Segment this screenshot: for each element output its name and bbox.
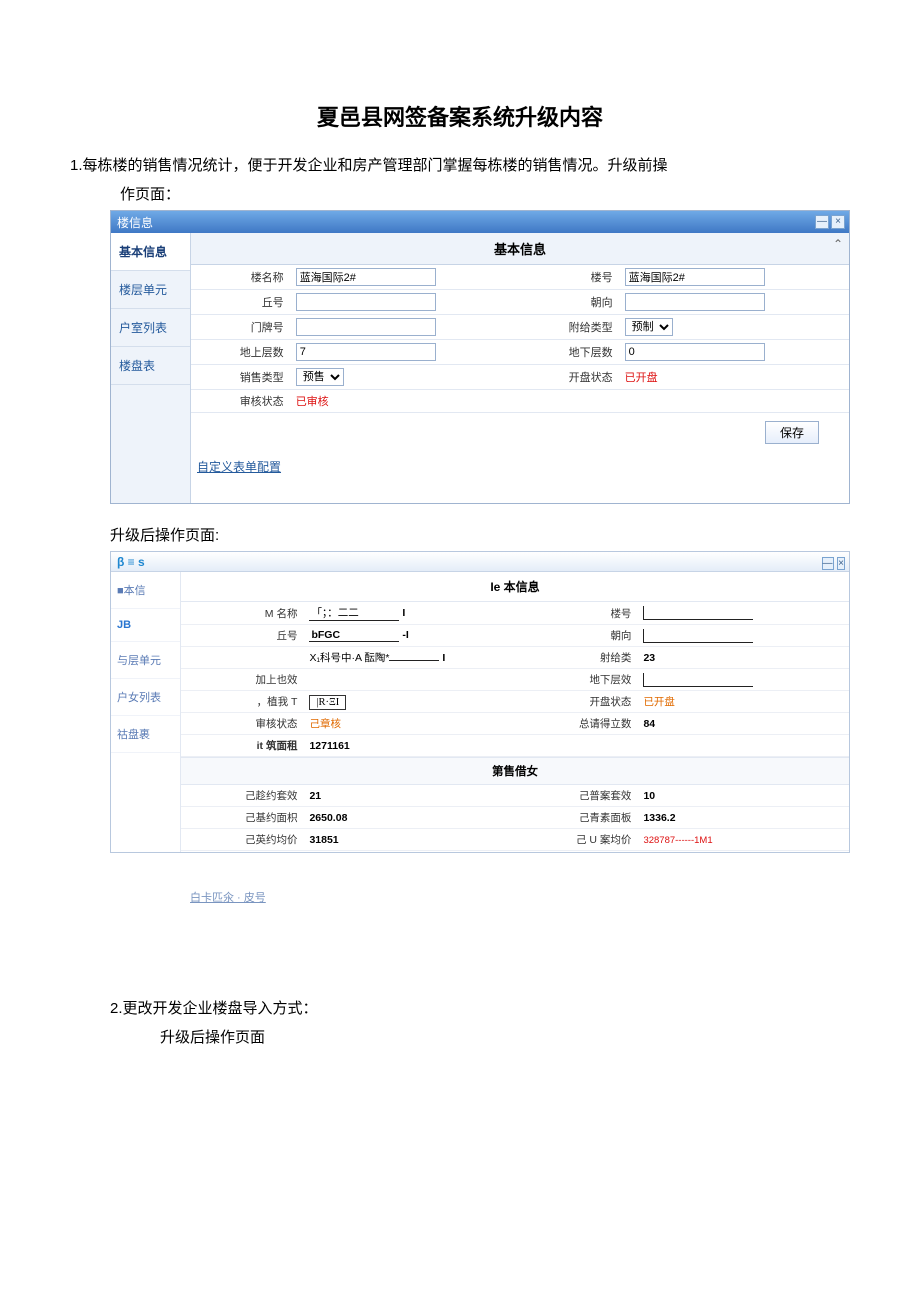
filed-area-label: 己青素面板	[515, 807, 637, 829]
qiu-input[interactable]	[296, 293, 436, 311]
qiu2-label: 丘号	[181, 625, 303, 647]
sales-table: 己趁约套效 21 己普案套效 10 己基约面枳 2650.08 己青素面板 13…	[181, 785, 849, 851]
panel-header: 基本信息	[191, 233, 849, 265]
audit-label: 审核状态	[191, 390, 290, 413]
bldg-name-label: 楼名称	[191, 265, 290, 290]
minimize-icon[interactable]: —	[815, 215, 829, 229]
filed-sets-value: 10	[643, 790, 655, 802]
sidebar-item[interactable]: 与层单元	[111, 642, 180, 679]
doc-title: 夏邑县网签备案系统升级内容	[70, 100, 850, 132]
sidebar-item[interactable]: 楼层单元	[111, 271, 190, 309]
orient-label: 朝向	[520, 290, 619, 315]
open2-label: 开盘状态	[515, 691, 637, 713]
filed-sets-label: 己普案套效	[515, 785, 637, 807]
floors-up-input[interactable]	[296, 343, 436, 361]
section2-num: 2.更改开发企业楼盘导入方式：	[110, 995, 850, 1022]
sidebar-item[interactable]: 楼盘表	[111, 347, 190, 385]
signed-sets-value: 21	[309, 790, 321, 802]
signed-sets-label: 己趁约套效	[181, 785, 303, 807]
custom-form-link[interactable]: 自定义表单配置	[191, 450, 849, 475]
no-value[interactable]	[643, 606, 753, 620]
page-root: 夏邑县网签备案系统升级内容 1.每栋楼的销售情况统计，便于开发企业和房产管理部门…	[0, 0, 920, 1301]
audit2-value: 己章核	[309, 718, 341, 730]
bldg-name-input[interactable]	[296, 268, 436, 286]
signed-avg-value: 31851	[309, 834, 338, 846]
window-before: 楼信息 — × 基本信息楼层单元户室列表楼盘表 ⌃ 基本信息 楼名称 楼号	[110, 210, 850, 504]
area-value: 1271161	[309, 740, 349, 752]
zongqing-value: 84	[643, 718, 655, 730]
floors-dn-label: 地下层数	[520, 340, 619, 365]
minimize-icon[interactable]: —	[822, 557, 834, 570]
content2-pane: Ie 本信息 M 名称 「；：二二 I 楼号 丘号 bFGC -I 朝向	[181, 572, 849, 852]
info-table2: M 名称 「；：二二 I 楼号 丘号 bFGC -I 朝向 X₁科号中·A 酝陶…	[181, 602, 849, 757]
section2-sub: 升级后操作页面	[160, 1026, 850, 1047]
huwo-label: ，植我 T	[181, 691, 303, 713]
no-label: 楼号	[515, 602, 637, 625]
close-icon[interactable]: ×	[837, 557, 845, 570]
filed-area-value: 1336.2	[643, 812, 675, 824]
panel2-header: Ie 本信息	[181, 572, 849, 602]
sidebar-item[interactable]: 祜盘裹	[111, 716, 180, 753]
sales-header: 第售借女	[181, 757, 849, 785]
huwo-value: |R·ΞI	[309, 695, 346, 710]
sidebar-item[interactable]: JB	[111, 609, 180, 642]
subj-text: X₁科号中·A 酝陶*	[309, 652, 389, 664]
window-after: β ≡ s — × ■本信JB与层单元户女列表祜盘裹 Ie 本信息 M 名称 「…	[110, 551, 850, 853]
window-titlebar: 楼信息 — ×	[111, 211, 849, 233]
signed-area-value: 2650.08	[309, 812, 347, 824]
zongqing-label: 总请得立数	[515, 713, 637, 735]
bldg-no-input[interactable]	[625, 268, 765, 286]
sale-type-select[interactable]: 预售	[296, 368, 344, 386]
sidebar-item[interactable]: 户室列表	[111, 309, 190, 347]
sidebar-item[interactable]: ■本信	[111, 572, 180, 609]
sidebar-item[interactable]: 户女列表	[111, 679, 180, 716]
orient2-value[interactable]	[643, 629, 753, 643]
filed-avg-value: 328787------1M1	[643, 835, 712, 846]
window-title: 楼信息	[117, 214, 153, 231]
struct-type-select[interactable]: 预制	[625, 318, 673, 336]
floors-up-label: 地上层数	[191, 340, 290, 365]
window2-brand: β ≡ s	[117, 555, 145, 569]
signed-avg-label: 己英约均价	[181, 829, 303, 851]
shegei-value: 23	[643, 652, 655, 664]
orient2-label: 朝向	[515, 625, 637, 647]
qiu2-value: bFGC	[309, 629, 399, 642]
window2-titlebar: β ≡ s — ×	[111, 552, 849, 572]
form-table: 楼名称 楼号 丘号 朝向 门牌号 附给类型	[191, 265, 849, 413]
content-pane: ⌃ 基本信息 楼名称 楼号 丘号 朝向	[191, 233, 849, 503]
open-state-label: 开盘状态	[520, 365, 619, 390]
name-label: M 名称	[181, 602, 303, 625]
area-label: it 筑面租	[257, 740, 298, 752]
name-value: 「；：二二	[309, 605, 399, 621]
audit2-label: 审核状态	[181, 713, 303, 735]
sidebar-item[interactable]: 基本信息	[111, 233, 190, 271]
floors-dn-input[interactable]	[625, 343, 765, 361]
dixia-value[interactable]	[643, 673, 753, 687]
section1-text: 1.每栋楼的销售情况统计，便于开发企业和房产管理部门掌握每栋楼的销售情况。升级前…	[70, 152, 850, 179]
save-button[interactable]: 保存	[765, 421, 819, 444]
open2-value: 已开盘	[643, 696, 675, 708]
filed-avg-label: 己 U 案均价	[515, 829, 637, 851]
section1-sub: 作页面：	[120, 183, 850, 204]
jia-label: 加上也效	[181, 669, 303, 691]
door-input[interactable]	[296, 318, 436, 336]
footer-link[interactable]: 白卡匹氽 · 皮号	[110, 883, 850, 905]
scroll-up-icon[interactable]: ⌃	[833, 237, 843, 251]
sidebar: 基本信息楼层单元户室列表楼盘表	[111, 233, 191, 503]
orient-input[interactable]	[625, 293, 765, 311]
after-caption: 升级后操作页面:	[110, 524, 850, 545]
signed-area-label: 己基约面枳	[181, 807, 303, 829]
shegei-label: 射给类	[515, 647, 637, 669]
bldg-no-label: 楼号	[520, 265, 619, 290]
open-state-value: 已开盘	[625, 372, 658, 384]
sidebar2: ■本信JB与层单元户女列表祜盘裹	[111, 572, 181, 852]
door-label: 门牌号	[191, 315, 290, 340]
dixia-label: 地下层效	[515, 669, 637, 691]
qiu-label: 丘号	[191, 290, 290, 315]
struct-type-label: 附给类型	[520, 315, 619, 340]
sale-type-label: 销售类型	[191, 365, 290, 390]
audit-value: 已审核	[296, 396, 329, 408]
close-icon[interactable]: ×	[831, 215, 845, 229]
